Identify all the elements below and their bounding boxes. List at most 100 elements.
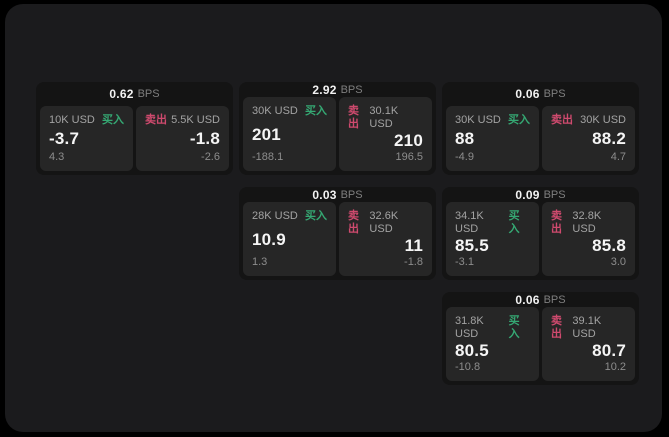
bps-header: 0.06 BPS <box>446 82 635 106</box>
quote-card: 0.03 BPS 28K USD 买入 10.9 1.3 卖出 32.6K US… <box>239 187 436 280</box>
buy-panel[interactable]: 30K USD 买入 88 -4.9 <box>446 106 539 171</box>
buy-price: 201 <box>252 124 281 144</box>
sell-panel-top: 卖出 32.8K USD <box>551 210 626 236</box>
buy-panel-top: 34.1K USD 买入 <box>455 210 530 236</box>
sell-panel[interactable]: 卖出 32.6K USD 11 -1.8 <box>339 202 432 276</box>
sell-panel-top: 卖出 39.1K USD <box>551 315 626 341</box>
sell-panel[interactable]: 卖出 30.1K USD 210 196.5 <box>339 97 432 171</box>
buy-side-label: 买入 <box>305 105 327 117</box>
buy-sell-panels: 28K USD 买入 10.9 1.3 卖出 32.6K USD 11 -1.8 <box>243 202 432 276</box>
bps-value: 0.09 <box>515 187 540 202</box>
sell-panel-top: 卖出 30K USD <box>551 114 626 127</box>
bps-header: 0.09 BPS <box>446 187 635 202</box>
sell-panel[interactable]: 卖出 5.5K USD -1.8 -2.6 <box>136 106 229 171</box>
sell-sub-value: 196.5 <box>395 151 423 163</box>
buy-panel-top: 31.8K USD 买入 <box>455 315 530 341</box>
bps-value: 0.62 <box>109 87 134 101</box>
quote-card: 0.62 BPS 10K USD 买入 -3.7 4.3 卖出 5.5K USD <box>36 82 233 175</box>
buy-amount: 34.1K USD <box>455 210 484 235</box>
bps-label: BPS <box>340 83 363 96</box>
bps-value: 0.03 <box>312 187 337 202</box>
sell-price: 85.8 <box>592 236 626 255</box>
sell-amount: 32.8K USD <box>572 210 602 235</box>
quote-card: 0.06 BPS 30K USD 买入 88 -4.9 卖出 30K USD <box>442 82 639 175</box>
buy-side-label: 买入 <box>102 114 124 126</box>
buy-sell-panels: 31.8K USD 买入 80.5 -10.8 卖出 39.1K USD 80.… <box>446 307 635 381</box>
sell-side-label: 卖出 <box>145 114 167 126</box>
bps-header: 0.06 BPS <box>446 292 635 307</box>
buy-price: 80.5 <box>455 341 489 360</box>
sell-price: 80.7 <box>592 341 626 360</box>
bps-header: 0.62 BPS <box>40 82 229 106</box>
sell-side-label: 卖出 <box>551 114 573 126</box>
bps-header: 0.03 BPS <box>243 187 432 202</box>
buy-sell-panels: 30K USD 买入 88 -4.9 卖出 30K USD 88.2 4.7 <box>446 106 635 171</box>
sell-panel-top: 卖出 30.1K USD <box>348 105 423 131</box>
quote-card: 0.06 BPS 31.8K USD 买入 80.5 -10.8 卖出 39.1… <box>442 292 639 385</box>
bps-value: 2.92 <box>312 82 337 97</box>
sell-amount: 30K USD <box>580 114 626 126</box>
buy-amount: 30K USD <box>252 105 298 117</box>
buy-panel[interactable]: 34.1K USD 买入 85.5 -3.1 <box>446 202 539 276</box>
bps-label: BPS <box>340 188 363 201</box>
sell-panel-top: 卖出 32.6K USD <box>348 210 423 236</box>
buy-amount: 28K USD <box>252 210 298 222</box>
buy-sell-panels: 10K USD 买入 -3.7 4.3 卖出 5.5K USD -1.8 -2.… <box>40 106 229 171</box>
sell-amount: 5.5K USD <box>171 114 220 126</box>
quote-card: 0.09 BPS 34.1K USD 买入 85.5 -3.1 卖出 32.8K… <box>442 187 639 280</box>
app-window: 0.62 BPS 10K USD 买入 -3.7 4.3 卖出 5.5K USD <box>5 4 662 432</box>
buy-side-label: 买入 <box>508 114 530 126</box>
sell-amount: 32.6K USD <box>369 210 399 235</box>
buy-side-label: 买入 <box>508 210 520 235</box>
buy-price: -3.7 <box>49 129 80 148</box>
bps-value: 0.06 <box>515 292 540 307</box>
buy-sell-panels: 34.1K USD 买入 85.5 -3.1 卖出 32.8K USD 85.8… <box>446 202 635 276</box>
buy-amount: 10K USD <box>49 114 95 126</box>
sell-amount: 39.1K USD <box>572 315 602 340</box>
bps-label: BPS <box>543 293 566 306</box>
sell-panel[interactable]: 卖出 32.8K USD 85.8 3.0 <box>542 202 635 276</box>
buy-panel-top: 28K USD 买入 <box>252 210 327 223</box>
buy-panel[interactable]: 28K USD 买入 10.9 1.3 <box>243 202 336 276</box>
bps-value: 0.06 <box>515 87 540 101</box>
buy-side-label: 买入 <box>305 210 327 222</box>
sell-amount: 30.1K USD <box>369 105 399 130</box>
sell-sub-value: 10.2 <box>604 361 626 373</box>
buy-amount: 30K USD <box>455 114 501 126</box>
sell-side-label: 卖出 <box>551 315 562 340</box>
buy-panel[interactable]: 30K USD 买入 201 -188.1 <box>243 97 336 171</box>
sell-panel[interactable]: 卖出 39.1K USD 80.7 10.2 <box>542 307 635 381</box>
sell-side-label: 卖出 <box>348 210 359 235</box>
sell-side-label: 卖出 <box>348 105 359 130</box>
sell-sub-value: 4.7 <box>610 151 626 163</box>
buy-sell-panels: 30K USD 买入 201 -188.1 卖出 30.1K USD 210 1… <box>243 97 432 171</box>
bps-label: BPS <box>543 188 566 201</box>
bps-label: BPS <box>543 88 566 100</box>
quote-cards-grid: 0.62 BPS 10K USD 买入 -3.7 4.3 卖出 5.5K USD <box>36 82 639 385</box>
quote-card: 2.92 BPS 30K USD 买入 201 -188.1 卖出 30.1K … <box>239 82 436 175</box>
sell-price: 210 <box>394 131 423 150</box>
sell-price: -1.8 <box>189 129 220 148</box>
buy-sub-value: 4.3 <box>49 151 65 163</box>
buy-sub-value: -3.1 <box>455 256 474 268</box>
buy-price: 10.9 <box>252 229 286 249</box>
buy-price: 88 <box>455 129 475 148</box>
sell-price: 11 <box>404 236 423 255</box>
buy-sub-value: 1.3 <box>252 256 268 268</box>
bps-label: BPS <box>137 88 160 100</box>
sell-price: 88.2 <box>592 129 626 148</box>
buy-sub-value: -4.9 <box>455 151 474 163</box>
buy-amount: 31.8K USD <box>455 315 484 340</box>
buy-side-label: 买入 <box>508 315 520 340</box>
sell-panel[interactable]: 卖出 30K USD 88.2 4.7 <box>542 106 635 171</box>
buy-panel-top: 30K USD 买入 <box>455 114 530 127</box>
sell-sub-value: -2.6 <box>201 151 220 163</box>
sell-sub-value: 3.0 <box>610 256 626 268</box>
buy-panel[interactable]: 10K USD 买入 -3.7 4.3 <box>40 106 133 171</box>
buy-panel-top: 10K USD 买入 <box>49 114 124 127</box>
buy-panel[interactable]: 31.8K USD 买入 80.5 -10.8 <box>446 307 539 381</box>
sell-sub-value: -1.8 <box>404 256 423 268</box>
buy-price: 85.5 <box>455 236 489 255</box>
buy-panel-top: 30K USD 买入 <box>252 105 327 118</box>
buy-sub-value: -188.1 <box>252 151 284 163</box>
